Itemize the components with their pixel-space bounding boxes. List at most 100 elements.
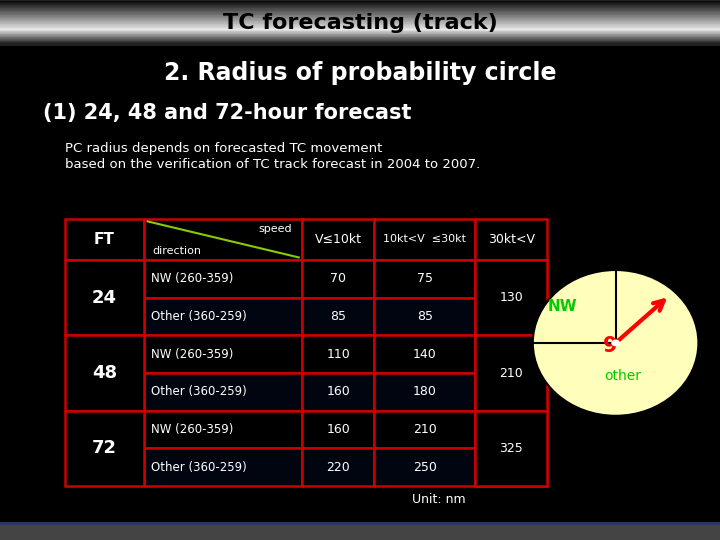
- Bar: [0, 529, 720, 538]
- Ellipse shape: [533, 270, 698, 416]
- Bar: [0, 527, 720, 536]
- Bar: [0, 530, 720, 539]
- Text: 75: 75: [417, 273, 433, 286]
- Bar: [0, 528, 720, 537]
- Bar: [0, 22, 720, 23]
- Text: FT: FT: [94, 232, 114, 247]
- Bar: [0, 528, 720, 537]
- Text: 70: 70: [330, 273, 346, 286]
- Bar: [0, 6, 720, 7]
- Text: V≤10kt: V≤10kt: [315, 233, 362, 246]
- Bar: [374, 260, 475, 298]
- Bar: [0, 525, 720, 540]
- Bar: [0, 522, 720, 531]
- Bar: [0, 5, 720, 6]
- Bar: [65, 335, 144, 411]
- Bar: [0, 530, 720, 539]
- Text: 220: 220: [327, 461, 350, 474]
- Text: 210: 210: [413, 423, 436, 436]
- Bar: [0, 2, 720, 3]
- Bar: [0, 526, 720, 535]
- Bar: [0, 523, 720, 531]
- Text: 2. Radius of probability circle: 2. Radius of probability circle: [163, 61, 557, 85]
- Bar: [475, 260, 547, 298]
- Bar: [0, 0, 720, 1]
- Bar: [374, 448, 475, 486]
- Bar: [475, 335, 547, 373]
- Bar: [374, 373, 475, 411]
- Bar: [144, 373, 302, 411]
- Bar: [475, 298, 547, 335]
- Bar: [0, 24, 720, 25]
- Bar: [0, 524, 720, 533]
- Bar: [144, 298, 302, 335]
- Bar: [0, 44, 720, 45]
- Bar: [0, 527, 720, 536]
- Bar: [0, 530, 720, 538]
- Bar: [0, 523, 720, 531]
- Bar: [475, 411, 547, 486]
- Bar: [0, 531, 720, 540]
- Bar: [0, 525, 720, 535]
- Text: Other (360-259): Other (360-259): [151, 386, 247, 399]
- Bar: [144, 411, 302, 448]
- Text: PC radius depends on forecasted TC movement: PC radius depends on forecasted TC movem…: [65, 142, 382, 155]
- Bar: [0, 528, 720, 537]
- Bar: [0, 524, 720, 533]
- Bar: [0, 14, 720, 15]
- Bar: [0, 18, 720, 19]
- Bar: [0, 36, 720, 37]
- Bar: [0, 528, 720, 536]
- Bar: [475, 448, 547, 486]
- Bar: [65, 219, 144, 260]
- Bar: [0, 525, 720, 534]
- Bar: [0, 525, 720, 534]
- Text: 180: 180: [413, 386, 437, 399]
- Bar: [0, 528, 720, 537]
- Bar: [0, 524, 720, 534]
- Bar: [0, 526, 720, 536]
- Bar: [0, 531, 720, 540]
- Bar: [302, 219, 374, 260]
- Text: 72: 72: [92, 440, 117, 457]
- Bar: [0, 523, 720, 532]
- Text: 9: 9: [603, 335, 617, 356]
- Bar: [0, 19, 720, 20]
- Bar: [0, 530, 720, 539]
- Text: based on the verification of TC track forecast in 2004 to 2007.: based on the verification of TC track fo…: [65, 158, 480, 171]
- Bar: [0, 31, 720, 32]
- Bar: [0, 38, 720, 39]
- Bar: [0, 530, 720, 539]
- Text: 250: 250: [413, 461, 437, 474]
- Bar: [65, 411, 144, 486]
- Text: TC forecasting (track): TC forecasting (track): [222, 13, 498, 33]
- Bar: [0, 39, 720, 40]
- Bar: [0, 25, 720, 26]
- Bar: [0, 529, 720, 538]
- Text: NW (260-359): NW (260-359): [151, 348, 233, 361]
- Bar: [0, 526, 720, 536]
- Bar: [0, 7, 720, 8]
- Bar: [0, 529, 720, 538]
- Bar: [0, 42, 720, 43]
- Text: NW: NW: [547, 299, 577, 314]
- Bar: [0, 524, 720, 533]
- Bar: [0, 32, 720, 33]
- Bar: [144, 219, 302, 260]
- Text: 110: 110: [327, 348, 350, 361]
- Bar: [0, 35, 720, 36]
- Bar: [0, 29, 720, 30]
- Text: 160: 160: [327, 386, 350, 399]
- Bar: [0, 527, 720, 536]
- Circle shape: [612, 340, 619, 346]
- Bar: [0, 3, 720, 4]
- Bar: [0, 523, 720, 532]
- Text: Other (360-259): Other (360-259): [151, 461, 247, 474]
- Bar: [0, 1, 720, 2]
- Bar: [374, 411, 475, 448]
- Bar: [0, 525, 720, 534]
- Text: 130: 130: [500, 291, 523, 304]
- Bar: [0, 523, 720, 532]
- Bar: [0, 526, 720, 535]
- Bar: [0, 15, 720, 16]
